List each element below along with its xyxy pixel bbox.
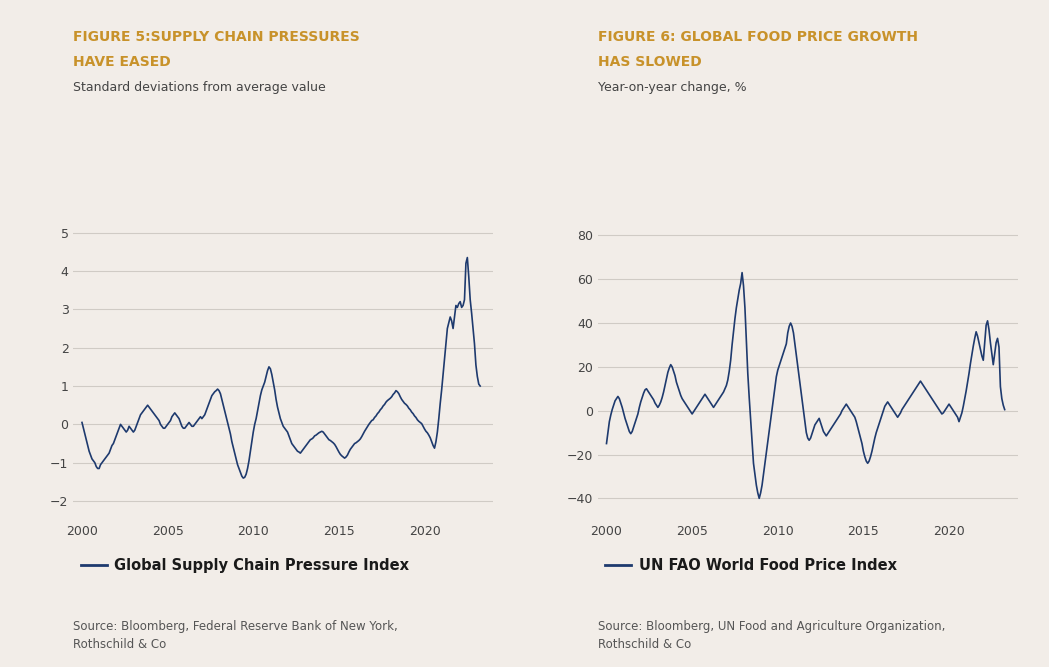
Text: HAS SLOWED: HAS SLOWED [598, 55, 702, 69]
Text: Year-on-year change, %: Year-on-year change, % [598, 81, 747, 94]
Legend: UN FAO World Food Price Index: UN FAO World Food Price Index [605, 558, 897, 573]
Text: Source: Bloomberg, UN Food and Agriculture Organization,
Rothschild & Co: Source: Bloomberg, UN Food and Agricultu… [598, 620, 945, 651]
Legend: Global Supply Chain Pressure Index: Global Supply Chain Pressure Index [81, 558, 409, 573]
Text: Standard deviations from average value: Standard deviations from average value [73, 81, 326, 94]
Text: Source: Bloomberg, Federal Reserve Bank of New York,
Rothschild & Co: Source: Bloomberg, Federal Reserve Bank … [73, 620, 399, 651]
Text: FIGURE 5:SUPPLY CHAIN PRESSURES: FIGURE 5:SUPPLY CHAIN PRESSURES [73, 30, 360, 44]
Text: HAVE EASED: HAVE EASED [73, 55, 171, 69]
Text: FIGURE 6: GLOBAL FOOD PRICE GROWTH: FIGURE 6: GLOBAL FOOD PRICE GROWTH [598, 30, 918, 44]
